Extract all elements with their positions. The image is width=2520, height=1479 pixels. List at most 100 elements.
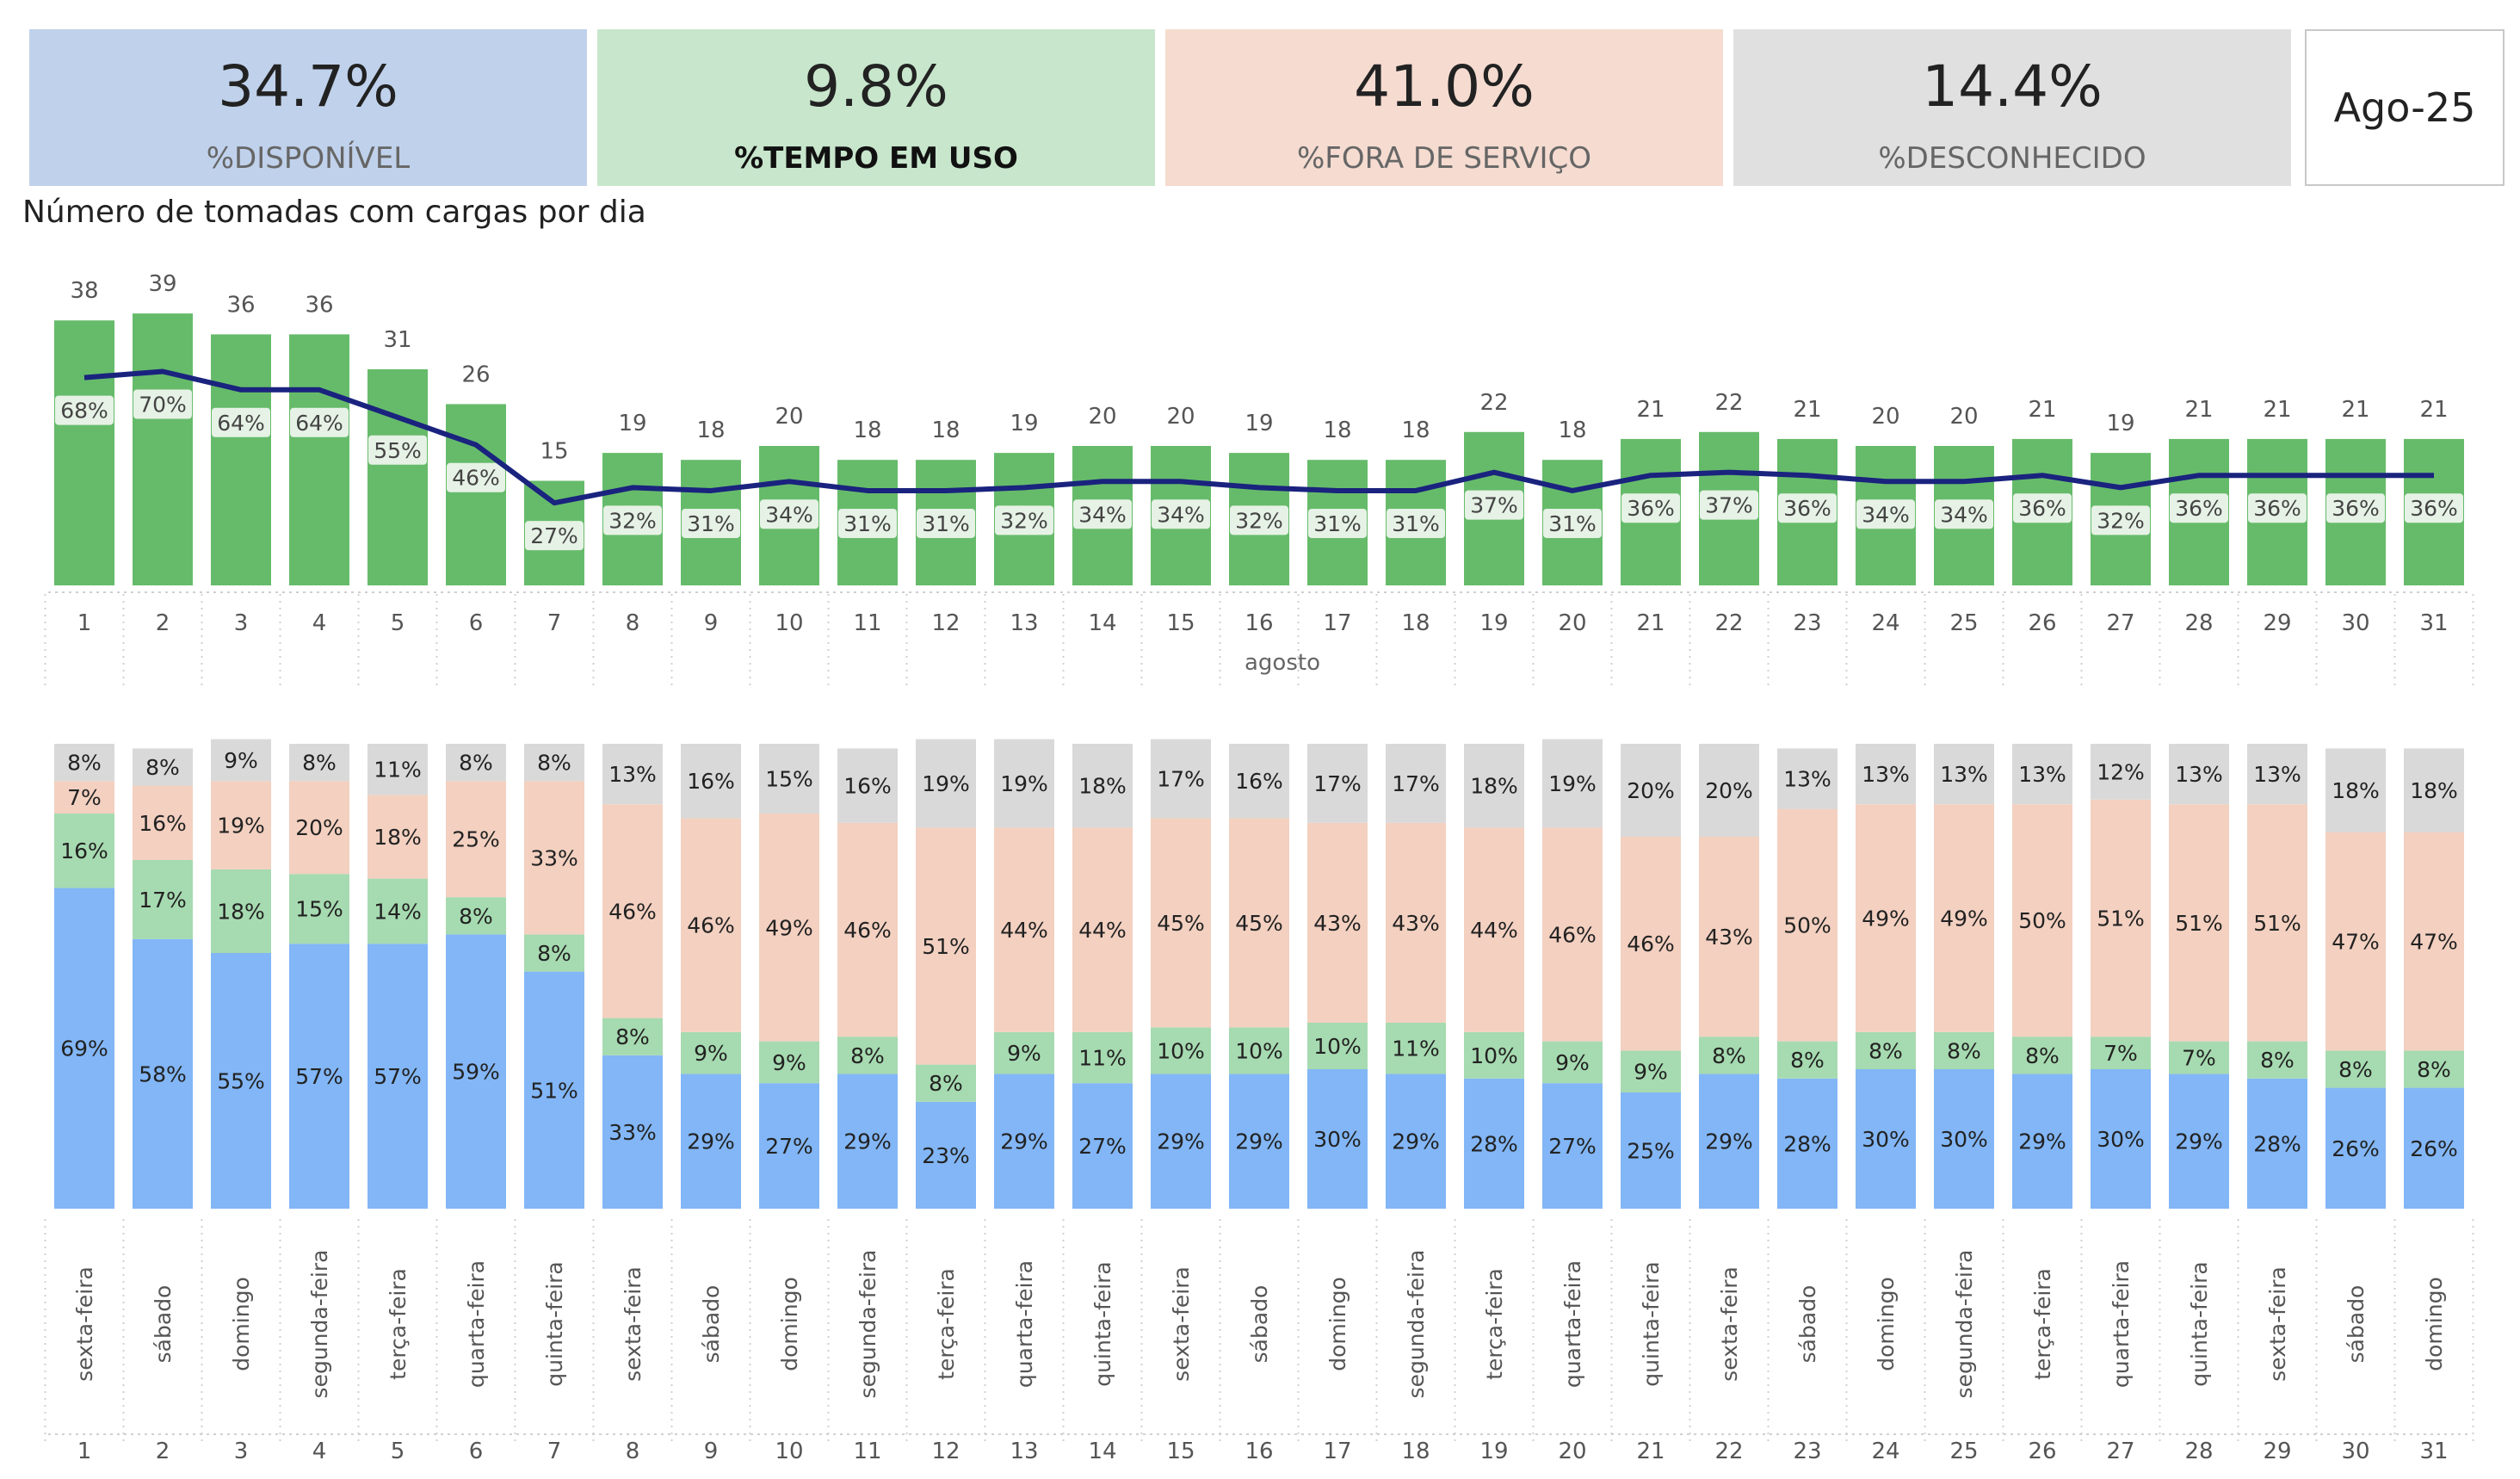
stacked-segment — [133, 785, 193, 860]
stacked-segment — [1386, 1074, 1446, 1209]
x-tick-label: 26 — [2028, 1439, 2056, 1464]
segment-label: 19% — [1548, 771, 1597, 796]
segment-label: 29% — [2175, 1129, 2223, 1154]
weekday-label: sexta-feira — [621, 1266, 645, 1382]
segment-label: 18% — [2332, 778, 2380, 803]
bar-value-label: 36 — [305, 292, 333, 318]
segment-label: 44% — [1078, 918, 1127, 943]
stacked-segment — [681, 1031, 741, 1074]
stacked-segment — [524, 781, 584, 935]
stacked-segment — [2091, 799, 2151, 1037]
segment-label: 27% — [765, 1134, 813, 1159]
stacked-segment — [446, 781, 506, 898]
x-tick-label: 25 — [1949, 610, 1978, 636]
x-tick-label: 14 — [1088, 610, 1116, 636]
x-tick-label: 24 — [1871, 610, 1899, 636]
stacked-segment — [759, 1083, 819, 1209]
segment-label: 33% — [608, 1120, 657, 1145]
percent-label-box — [1778, 493, 1837, 523]
weekday-label: quinta-feira — [1639, 1261, 1664, 1386]
segment-label: 30% — [1313, 1127, 1362, 1152]
stacked-segment — [994, 1031, 1054, 1074]
segment-label: 51% — [530, 1078, 578, 1103]
segment-label: 17% — [1157, 767, 1205, 792]
percent-label-box — [2013, 493, 2072, 523]
bar-value-label: 21 — [1793, 397, 1821, 423]
stacked-segment — [1072, 744, 1133, 828]
bar — [211, 334, 271, 585]
weekday-label: quinta-feira — [2187, 1261, 2212, 1386]
x-tick-label: 26 — [2028, 610, 2056, 636]
stacked-segment — [602, 1018, 663, 1055]
bar-value-label: 15 — [540, 439, 568, 465]
percent-label: 31% — [1392, 511, 1440, 536]
percent-label: 34% — [1157, 502, 1205, 527]
stacked-segment — [1542, 739, 1603, 828]
stacked-segment — [2404, 748, 2464, 832]
segment-label: 18% — [217, 899, 265, 924]
month-slicer[interactable]: Ago-25 — [2305, 29, 2505, 186]
stacked-segment — [1856, 1069, 1916, 1209]
x-tick-label: 3 — [234, 610, 249, 636]
weekday-label: domingo — [1874, 1277, 1899, 1371]
x-tick-label: 12 — [931, 610, 960, 636]
weekday-label: quarta-feira — [464, 1260, 489, 1388]
x-tick-label: 22 — [1714, 610, 1743, 636]
segment-label: 10% — [1157, 1038, 1205, 1063]
weekday-label: sexta-feira — [1717, 1266, 1742, 1382]
kpi-card-tempo-em-uso: 9.8% %TEMPO EM USO — [597, 29, 1155, 186]
segment-label: 10% — [1470, 1043, 1518, 1068]
stacked-segment — [1307, 1023, 1368, 1069]
weekday-label: quarta-feira — [1012, 1260, 1037, 1388]
weekday-label: segunda-feira — [307, 1250, 332, 1399]
segment-label: 47% — [2410, 930, 2458, 955]
segment-label: 8% — [615, 1024, 650, 1049]
x-tick-label: 25 — [1949, 1439, 1978, 1464]
x-tick-label: 11 — [853, 610, 881, 636]
segment-label: 44% — [1470, 918, 1518, 943]
bar-value-label: 39 — [148, 271, 176, 297]
stacked-segment — [133, 938, 193, 1209]
segment-label: 26% — [2332, 1136, 2380, 1161]
stacked-segment — [2247, 1041, 2307, 1079]
x-tick-label: 6 — [469, 610, 484, 636]
segment-label: 8% — [1947, 1038, 1981, 1063]
segment-label: 17% — [139, 888, 187, 913]
stacked-segment — [916, 1064, 976, 1102]
stacked-segment — [1151, 1027, 1211, 1074]
percent-label-box — [133, 389, 192, 419]
kpi-card-desconhecido: 14.4% %DESCONHECIDO — [1733, 29, 2291, 186]
x-tick-label: 7 — [547, 610, 562, 636]
weekday-label: terça-feira — [386, 1268, 411, 1380]
segment-label: 30% — [1940, 1127, 1988, 1152]
segment-label: 8% — [2260, 1048, 2295, 1073]
bar — [54, 320, 114, 585]
percent-label: 34% — [1940, 502, 1988, 527]
percent-label: 32% — [608, 508, 657, 533]
x-tick-label: 2 — [156, 610, 170, 636]
segment-label: 28% — [2253, 1131, 2301, 1156]
percent-label-box — [1308, 508, 1367, 538]
stacked-segment — [1072, 827, 1133, 1032]
x-tick-label: 12 — [931, 1439, 960, 1464]
stacked-segment — [2169, 1041, 2229, 1074]
kpi-value: 34.7% — [218, 53, 398, 120]
segment-label: 59% — [452, 1060, 500, 1085]
bar-value-label: 20 — [1949, 404, 1978, 430]
x-tick-label: 29 — [2263, 610, 2291, 636]
stacked-segment — [994, 1074, 1054, 1209]
stacked-segment — [2012, 1037, 2072, 1074]
kpi-label: %DISPONÍVEL — [206, 141, 411, 176]
segment-label: 19% — [1000, 771, 1048, 796]
segment-label: 51% — [2097, 907, 2145, 931]
x-tick-label: 23 — [1793, 610, 1821, 636]
percent-label-box — [290, 407, 349, 437]
percent-label: 27% — [530, 523, 578, 548]
stacked-segment — [1229, 1074, 1289, 1209]
stacked-segment — [524, 934, 584, 972]
x-tick-label: 1 — [77, 1439, 92, 1464]
percent-label: 32% — [2097, 508, 2145, 533]
stacked-segment — [446, 744, 506, 782]
segment-label: 51% — [2175, 911, 2223, 936]
segment-label: 18% — [1470, 774, 1518, 799]
